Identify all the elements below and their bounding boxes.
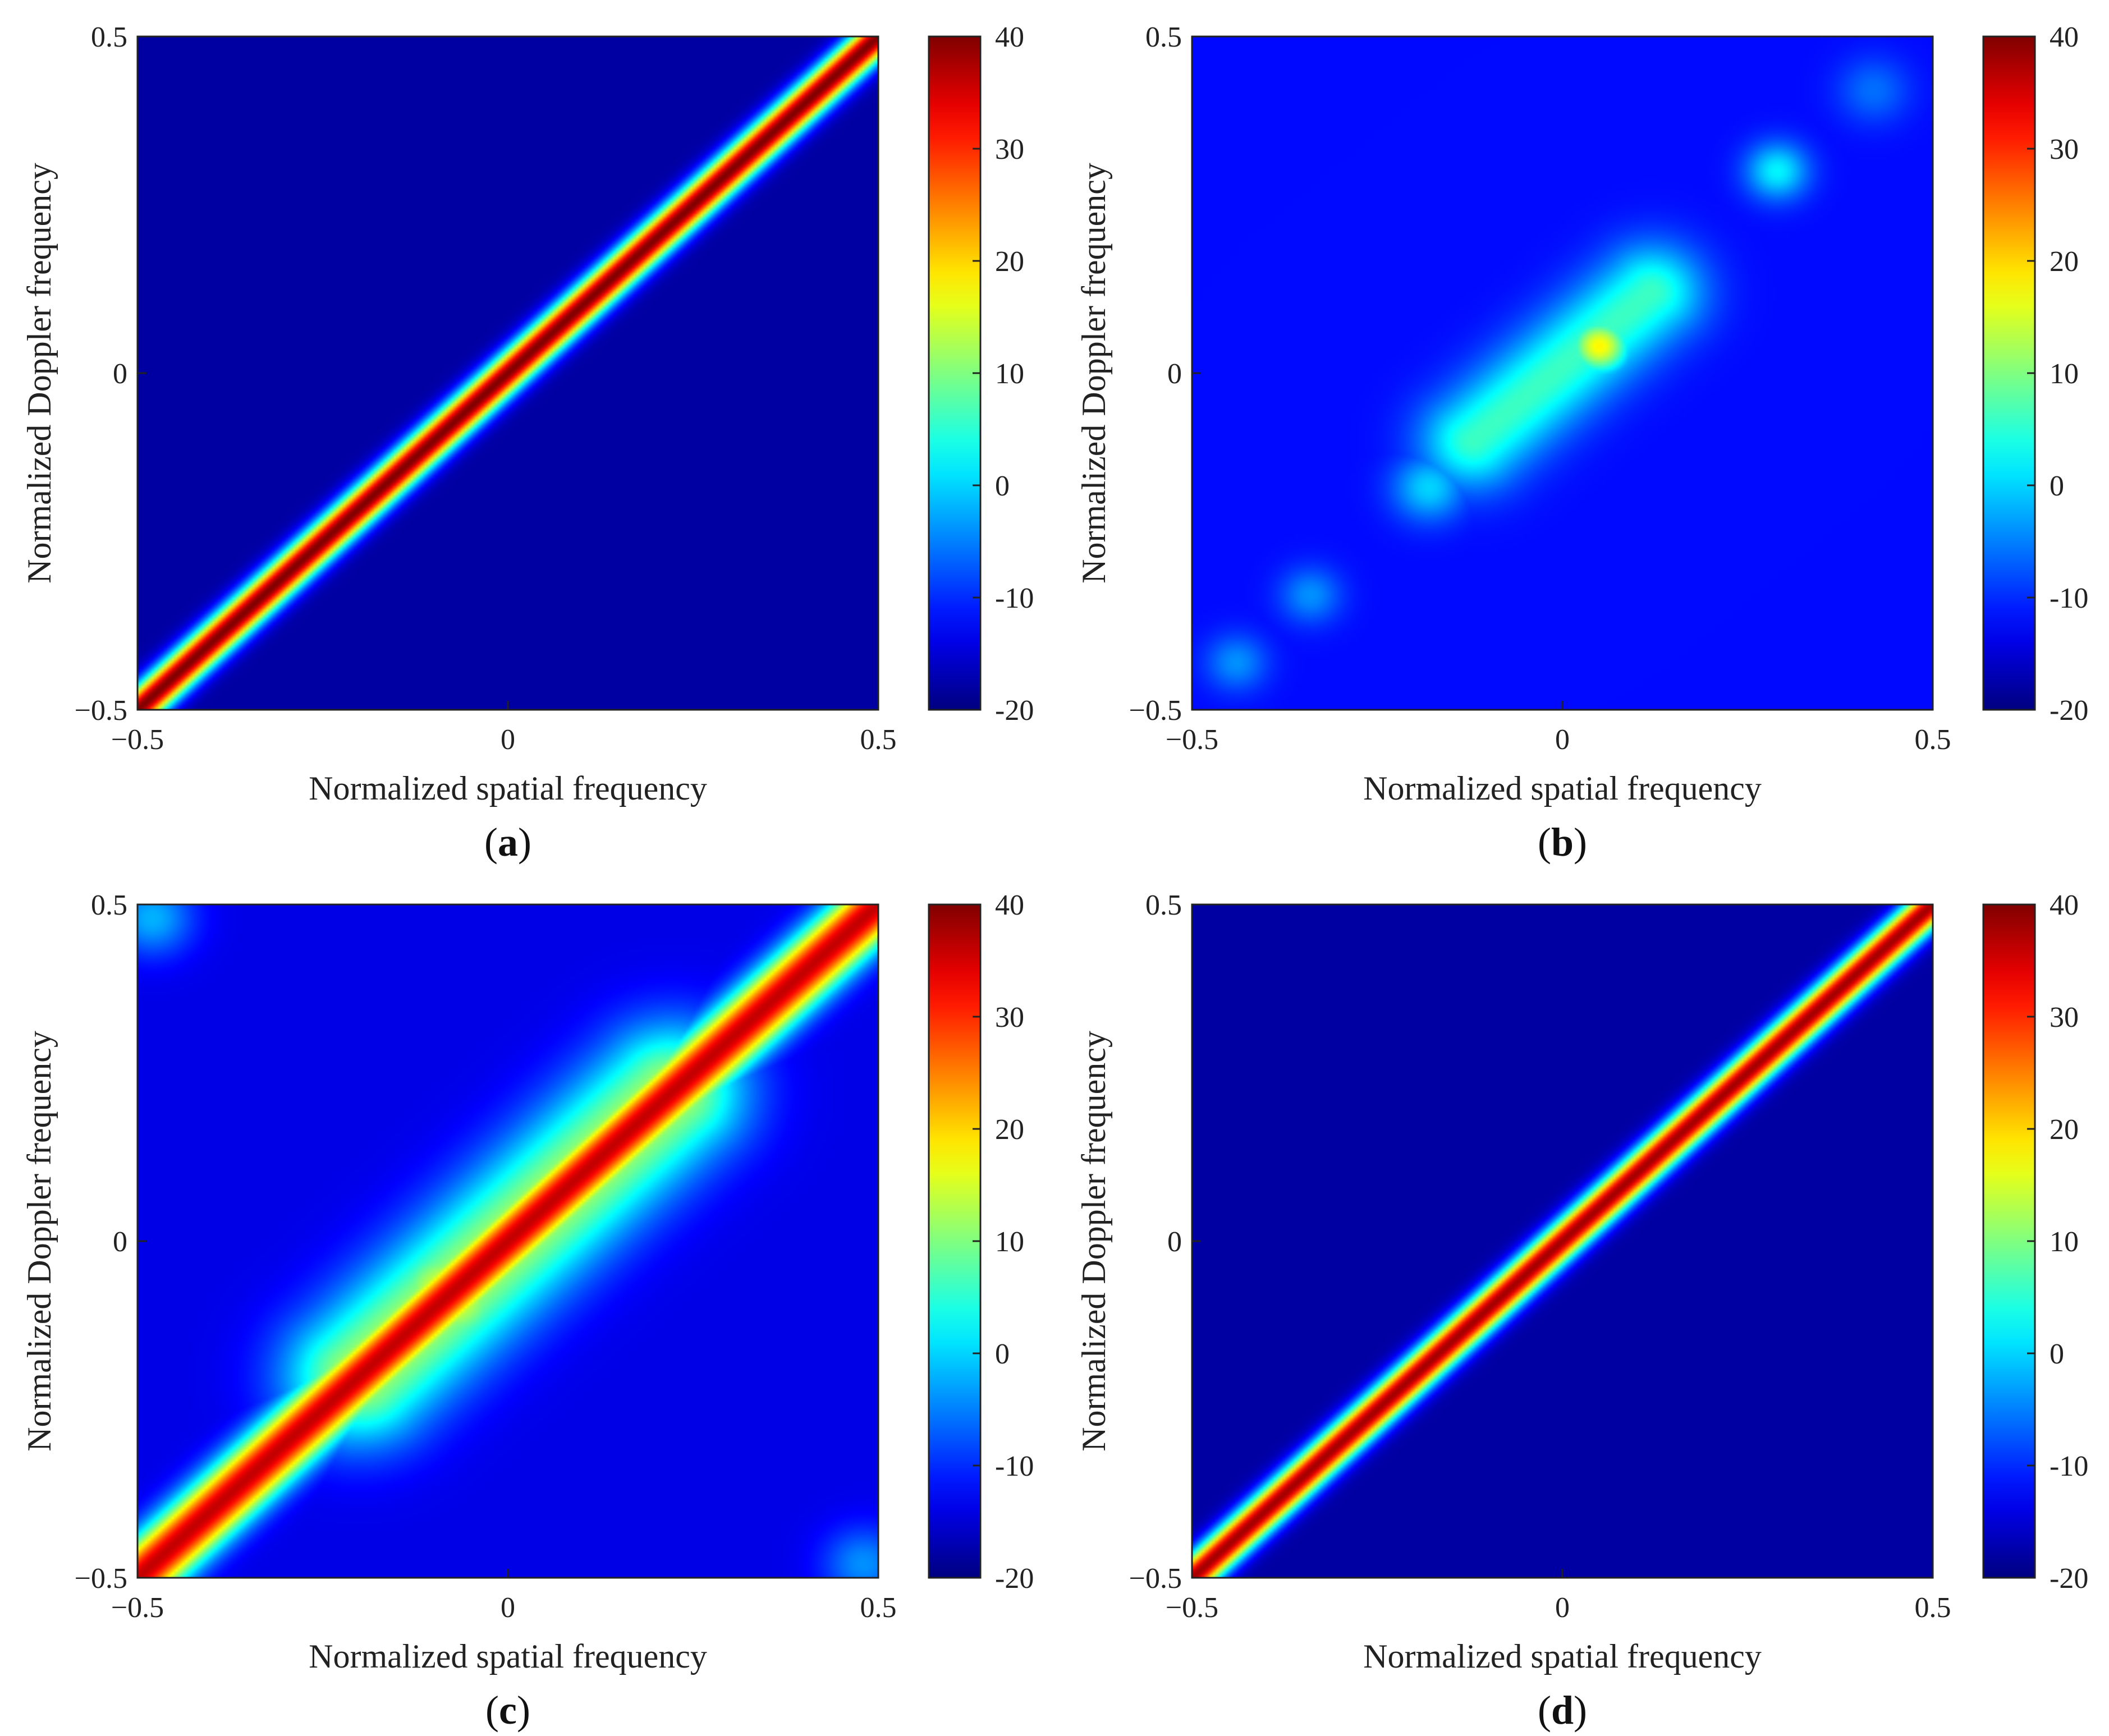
chart-svg-c: −0.5 0 0.5 −0.5 0 0.5 Normalized spatial frequ…	[21, 889, 1034, 1733]
colorbar	[928, 903, 982, 1579]
colorbar-tick-label: 30	[995, 134, 1024, 166]
x-tick-label: −0.5	[1166, 724, 1218, 756]
panel-caption: (d)	[1538, 1688, 1587, 1733]
y-axis-label: Normalized Doppler frequency	[21, 1031, 58, 1452]
x-tick-label: 0	[1555, 1592, 1570, 1624]
panel-caption: (c)	[485, 1688, 530, 1733]
chart-svg-b: −0.5 0 0.5 −0.5 0 0.5 Normalized spatial frequ…	[1075, 21, 2088, 865]
colorbar-tick-label: 0	[995, 1338, 1010, 1370]
colorbar-tick-label: 40	[2050, 21, 2079, 53]
y-tick-label: −0.5	[1129, 695, 1182, 727]
y-tick-label: 0	[1167, 1226, 1182, 1258]
colorbar-tick-label: 0	[2050, 470, 2064, 502]
colorbar-tick-label: -10	[995, 582, 1034, 614]
colorbar	[928, 35, 982, 711]
colorbar-tick-label: -20	[995, 695, 1034, 727]
colorbar-tick-label: -10	[995, 1450, 1034, 1482]
colorbar-tick-label: 30	[995, 1002, 1024, 1034]
x-tick-label: −0.5	[1166, 1592, 1218, 1624]
colorbar	[1982, 35, 2036, 711]
colorbar-tick-label: 40	[995, 889, 1024, 921]
colorbar-tick-label: -10	[2050, 582, 2088, 614]
panel-caption: (a)	[484, 820, 531, 865]
panel-c: −0.5 0 0.5 −0.5 0 0.5 Normalized spatial frequ…	[0, 868, 1054, 1736]
y-tick-label: −0.5	[75, 695, 127, 727]
caption-close: )	[518, 820, 531, 865]
colorbar-tick-label: -10	[2050, 1450, 2088, 1482]
y-axis-label: Normalized Doppler frequency	[1075, 1031, 1112, 1452]
y-tick-label: 0	[113, 358, 127, 390]
caption-letter: c	[499, 1688, 517, 1733]
caption-letter: b	[1551, 820, 1574, 865]
y-tick-label: 0.5	[1145, 889, 1182, 921]
panel-a: −0.5 0 0.5 −0.5 0 0.5 Normalized spatial frequ…	[0, 0, 1054, 868]
caption-open: (	[485, 1688, 499, 1733]
caption-letter: a	[498, 820, 518, 865]
colorbar-tick-label: 30	[2050, 1002, 2079, 1034]
colorbar-tick-label: -20	[2050, 1563, 2088, 1595]
panel-b: −0.5 0 0.5 −0.5 0 0.5 Normalized spatial frequ…	[1054, 0, 2109, 868]
y-tick-label: −0.5	[1129, 1563, 1182, 1595]
colorbar-tick-label: 20	[995, 246, 1024, 278]
caption-close: )	[517, 1688, 530, 1733]
x-tick-label: 0	[501, 724, 515, 756]
caption-open: (	[1538, 820, 1551, 865]
x-axis-label: Normalized spatial frequency	[1363, 1638, 1762, 1675]
x-tick-label: 0.5	[1915, 724, 1951, 756]
x-tick-label: 0.5	[860, 724, 897, 756]
colorbar-tick-label: 10	[2050, 1226, 2079, 1258]
heatmap-image	[1192, 36, 1933, 710]
y-tick-label: 0.5	[91, 21, 127, 53]
x-tick-label: 0.5	[860, 1592, 897, 1624]
colorbar-tick-label: 20	[995, 1114, 1024, 1146]
colorbar-tick-label: 0	[995, 470, 1010, 502]
y-tick-label: 0.5	[1145, 21, 1182, 53]
colorbar-tick-label: 10	[995, 1226, 1024, 1258]
heatmap-image	[137, 904, 878, 1578]
x-axis-label: Normalized spatial frequency	[309, 770, 707, 807]
x-tick-label: 0.5	[1915, 1592, 1951, 1624]
caption-open: (	[484, 820, 498, 865]
colorbar-tick-label: 10	[2050, 358, 2079, 390]
caption-close: )	[1574, 820, 1587, 865]
colorbar-tick-label: -20	[2050, 695, 2088, 727]
x-tick-label: −0.5	[111, 724, 164, 756]
colorbar-tick-label: 10	[995, 358, 1024, 390]
heatmap-image	[1192, 904, 1933, 1578]
x-tick-label: 0	[501, 1592, 515, 1624]
colorbar-tick-label: -20	[995, 1563, 1034, 1595]
caption-letter: d	[1551, 1688, 1574, 1733]
colorbar-tick-label: 0	[2050, 1338, 2064, 1370]
colorbar-tick-label: 20	[2050, 1114, 2079, 1146]
panel-d: −0.5 0 0.5 −0.5 0 0.5 Normalized spatial frequ…	[1054, 868, 2109, 1736]
x-axis-label: Normalized spatial frequency	[309, 1638, 707, 1675]
panel-caption: (b)	[1538, 820, 1587, 865]
caption-open: (	[1538, 1688, 1551, 1733]
colorbar-tick-label: 40	[995, 21, 1024, 53]
x-tick-label: 0	[1555, 724, 1570, 756]
y-tick-label: 0.5	[91, 889, 127, 921]
x-tick-label: −0.5	[111, 1592, 164, 1624]
colorbar-tick-label: 40	[2050, 889, 2079, 921]
heatmap-image	[137, 36, 878, 710]
chart-svg-d: −0.5 0 0.5 −0.5 0 0.5 Normalized spatial frequ…	[1075, 889, 2088, 1733]
x-axis-label: Normalized spatial frequency	[1363, 770, 1762, 807]
caption-close: )	[1574, 1688, 1587, 1733]
y-axis-label: Normalized Doppler frequency	[1075, 163, 1112, 584]
y-tick-label: 0	[113, 1226, 127, 1258]
y-tick-label: 0	[1167, 358, 1182, 390]
y-tick-label: −0.5	[75, 1563, 127, 1595]
colorbar	[1982, 903, 2036, 1579]
y-axis-label: Normalized Doppler frequency	[21, 163, 58, 584]
colorbar-tick-label: 20	[2050, 246, 2079, 278]
colorbar-tick-label: 30	[2050, 134, 2079, 166]
chart-svg-a: −0.5 0 0.5 −0.5 0 0.5 Normalized spatial frequ…	[21, 21, 1034, 865]
